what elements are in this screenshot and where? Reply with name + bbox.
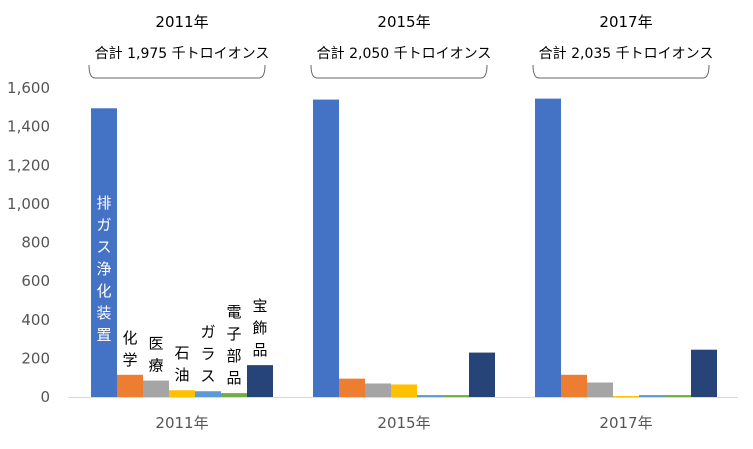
bar [691, 349, 717, 397]
series-label-char: 医 [148, 335, 163, 353]
y-tick-label: 0 [40, 388, 50, 406]
y-tick-label: 800 [21, 234, 50, 252]
series-label-char: 学 [122, 351, 137, 369]
series-label-char: 電 [226, 303, 241, 321]
group-title: 2011年 [155, 13, 208, 31]
bar [195, 391, 221, 397]
bar [561, 374, 587, 397]
series-label-char: 療 [148, 357, 163, 375]
x-tick-label: 2011年 [155, 414, 208, 432]
bar [221, 393, 247, 397]
series-label-char: 油 [174, 366, 189, 384]
bar [143, 380, 169, 397]
y-tick-label: 1,000 [7, 195, 50, 213]
series-label-char: ス [200, 367, 215, 385]
bar [339, 378, 365, 397]
bar [469, 352, 495, 397]
bar [587, 382, 613, 397]
x-tick-label: 2015年 [377, 414, 430, 432]
bar [443, 395, 469, 397]
y-tick-label: 600 [21, 272, 50, 290]
group-title: 2015年 [377, 13, 430, 31]
series-label: ガラス [200, 323, 215, 385]
total-brace [88, 64, 266, 79]
series-label: 化学 [122, 329, 137, 369]
series-label: 医療 [148, 335, 163, 375]
y-tick-label: 200 [21, 349, 50, 367]
bar [365, 383, 391, 397]
x-tick-label: 2017年 [599, 414, 652, 432]
bar [169, 390, 195, 397]
series-label-char: ス [96, 238, 111, 256]
total-brace [532, 64, 710, 79]
bar [613, 396, 639, 397]
series-label-char: 部 [226, 347, 241, 365]
y-tick-label: 1,400 [7, 118, 50, 136]
series-label-char: 化 [96, 282, 111, 300]
series-label-char: 子 [226, 325, 241, 343]
bar [91, 108, 117, 397]
series-label-char: 品 [252, 341, 267, 359]
total-annotation: 合計 2,035 千トロイオンス [539, 46, 714, 62]
bar [417, 395, 443, 397]
total-annotation: 合計 1,975 千トロイオンス [95, 46, 270, 62]
series-label-char: ガ [200, 323, 215, 341]
group-title: 2017年 [599, 13, 652, 31]
series-label-char: 飾 [252, 319, 267, 337]
series-label-char: 化 [122, 329, 137, 347]
bars [91, 98, 717, 398]
series-label: 石油 [174, 344, 189, 384]
bar [639, 395, 665, 397]
series-label-char: 排 [96, 194, 111, 212]
y-tick-label: 1,200 [7, 156, 50, 174]
bar [665, 395, 691, 397]
series-label: 宝飾品 [252, 297, 267, 359]
y-tick-label: 1,600 [7, 79, 50, 97]
series-label-char: ラ [200, 345, 215, 363]
series-label-char: 石 [174, 344, 189, 362]
y-tick-label: 400 [21, 311, 50, 329]
bar [535, 98, 561, 397]
y-axis: 0 200 400 600 800 1,000 1,200 1,400 1,600 2011年 20… [7, 79, 738, 432]
bar [247, 365, 273, 397]
series-label-char: 品 [226, 369, 241, 387]
bar [391, 384, 417, 397]
bar [117, 374, 143, 397]
bar [313, 99, 339, 398]
series-label-char: 浄 [96, 260, 111, 278]
series-label-char: 装 [96, 304, 111, 322]
total-brace [310, 64, 488, 79]
series-label-char: ガ [96, 216, 111, 234]
series-label-char: 置 [96, 326, 111, 344]
series-label-char: 宝 [252, 297, 267, 315]
total-annotation: 合計 2,050 千トロイオンス [317, 46, 492, 62]
